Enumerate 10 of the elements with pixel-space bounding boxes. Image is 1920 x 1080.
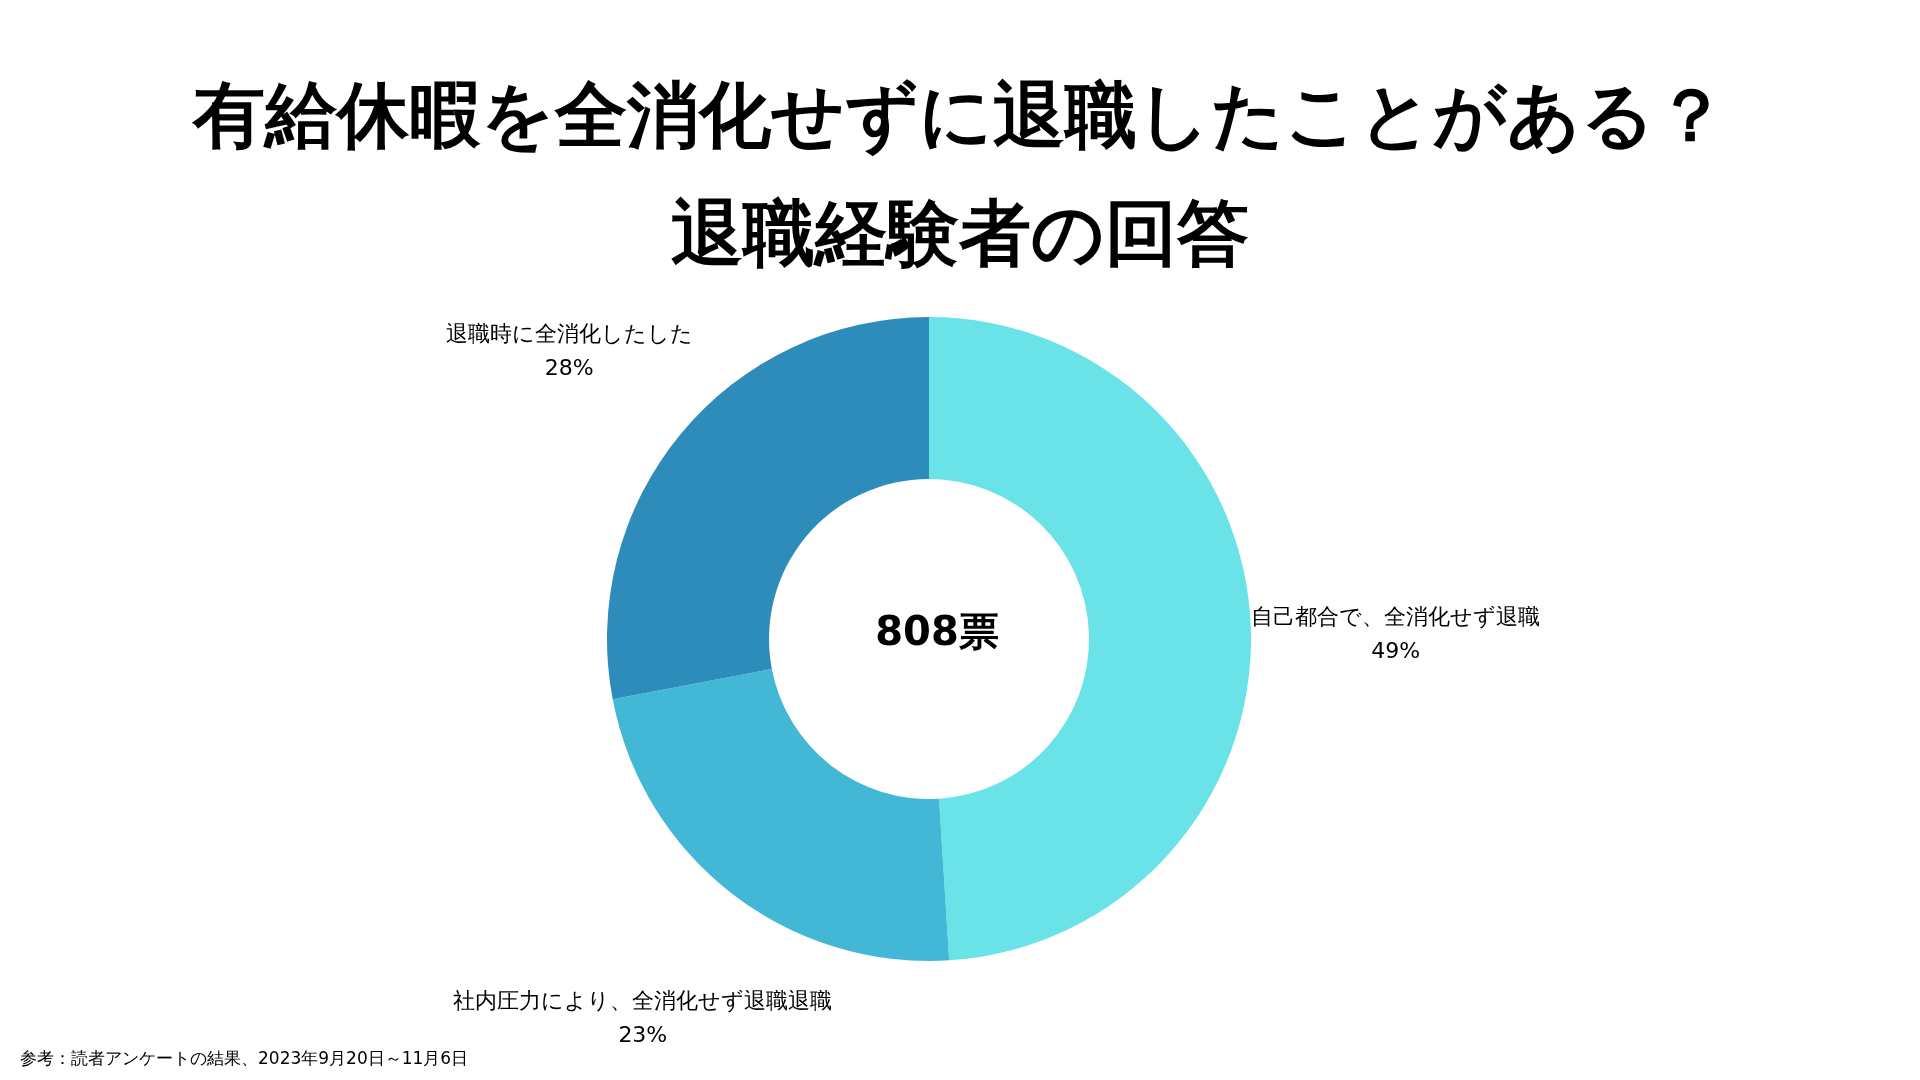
annotation: 808票 (875, 608, 999, 654)
label: 社内圧力により、全消化せず退職退職 (453, 987, 833, 1013)
subtitle: 退職経験者の回答 (671, 191, 1249, 275)
label: 退職時に全消化したした (445, 321, 693, 347)
label: 自己都合で、全消化せず退職 (1251, 604, 1541, 630)
value-label: 49% (1371, 638, 1421, 664)
value-label: 28% (544, 355, 594, 381)
value-label: 23% (618, 1021, 668, 1047)
annotation: 参考：読者アンケートの結果、2023年9月20日～11月6日 (20, 1048, 469, 1068)
title: 有給休暇を全消化せずに退職したことがある？ (193, 73, 1727, 157)
